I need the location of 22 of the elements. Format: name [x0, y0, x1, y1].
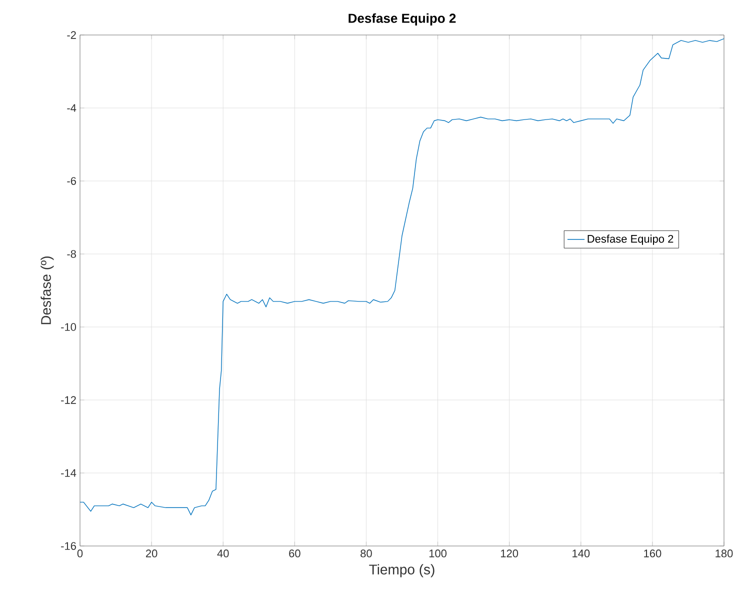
y-tick-label: -6: [67, 177, 76, 185]
x-tick-label: 100: [429, 550, 447, 558]
x-tick-label: 20: [146, 550, 158, 558]
y-axis-title: Desfase (º): [40, 256, 54, 324]
chart-title: Desfase Equipo 2: [348, 13, 456, 26]
y-tick-label: -2: [67, 31, 76, 39]
y-tick-label: -4: [67, 104, 76, 112]
y-tick-label: -8: [67, 250, 76, 258]
x-axis-title: Tiempo (s): [369, 564, 434, 578]
x-tick-label: 0: [77, 550, 83, 558]
x-tick-label: 80: [360, 550, 372, 558]
x-tick-label: 160: [644, 550, 662, 558]
x-tick-label: 60: [289, 550, 300, 558]
y-tick-label: -10: [61, 323, 76, 331]
y-tick-label: -14: [61, 469, 76, 477]
x-tick-label: 40: [217, 550, 229, 558]
y-tick-label: -16: [61, 542, 76, 550]
x-tick-label: 140: [572, 550, 590, 558]
x-tick-label: 120: [500, 550, 518, 558]
legend-label: Desfase Equipo 2: [588, 234, 674, 245]
x-tick-label: 180: [716, 550, 733, 558]
y-tick-label: -12: [61, 396, 76, 404]
